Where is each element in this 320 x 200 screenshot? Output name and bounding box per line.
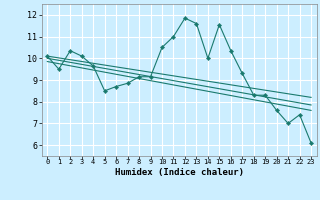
X-axis label: Humidex (Indice chaleur): Humidex (Indice chaleur): [115, 168, 244, 177]
